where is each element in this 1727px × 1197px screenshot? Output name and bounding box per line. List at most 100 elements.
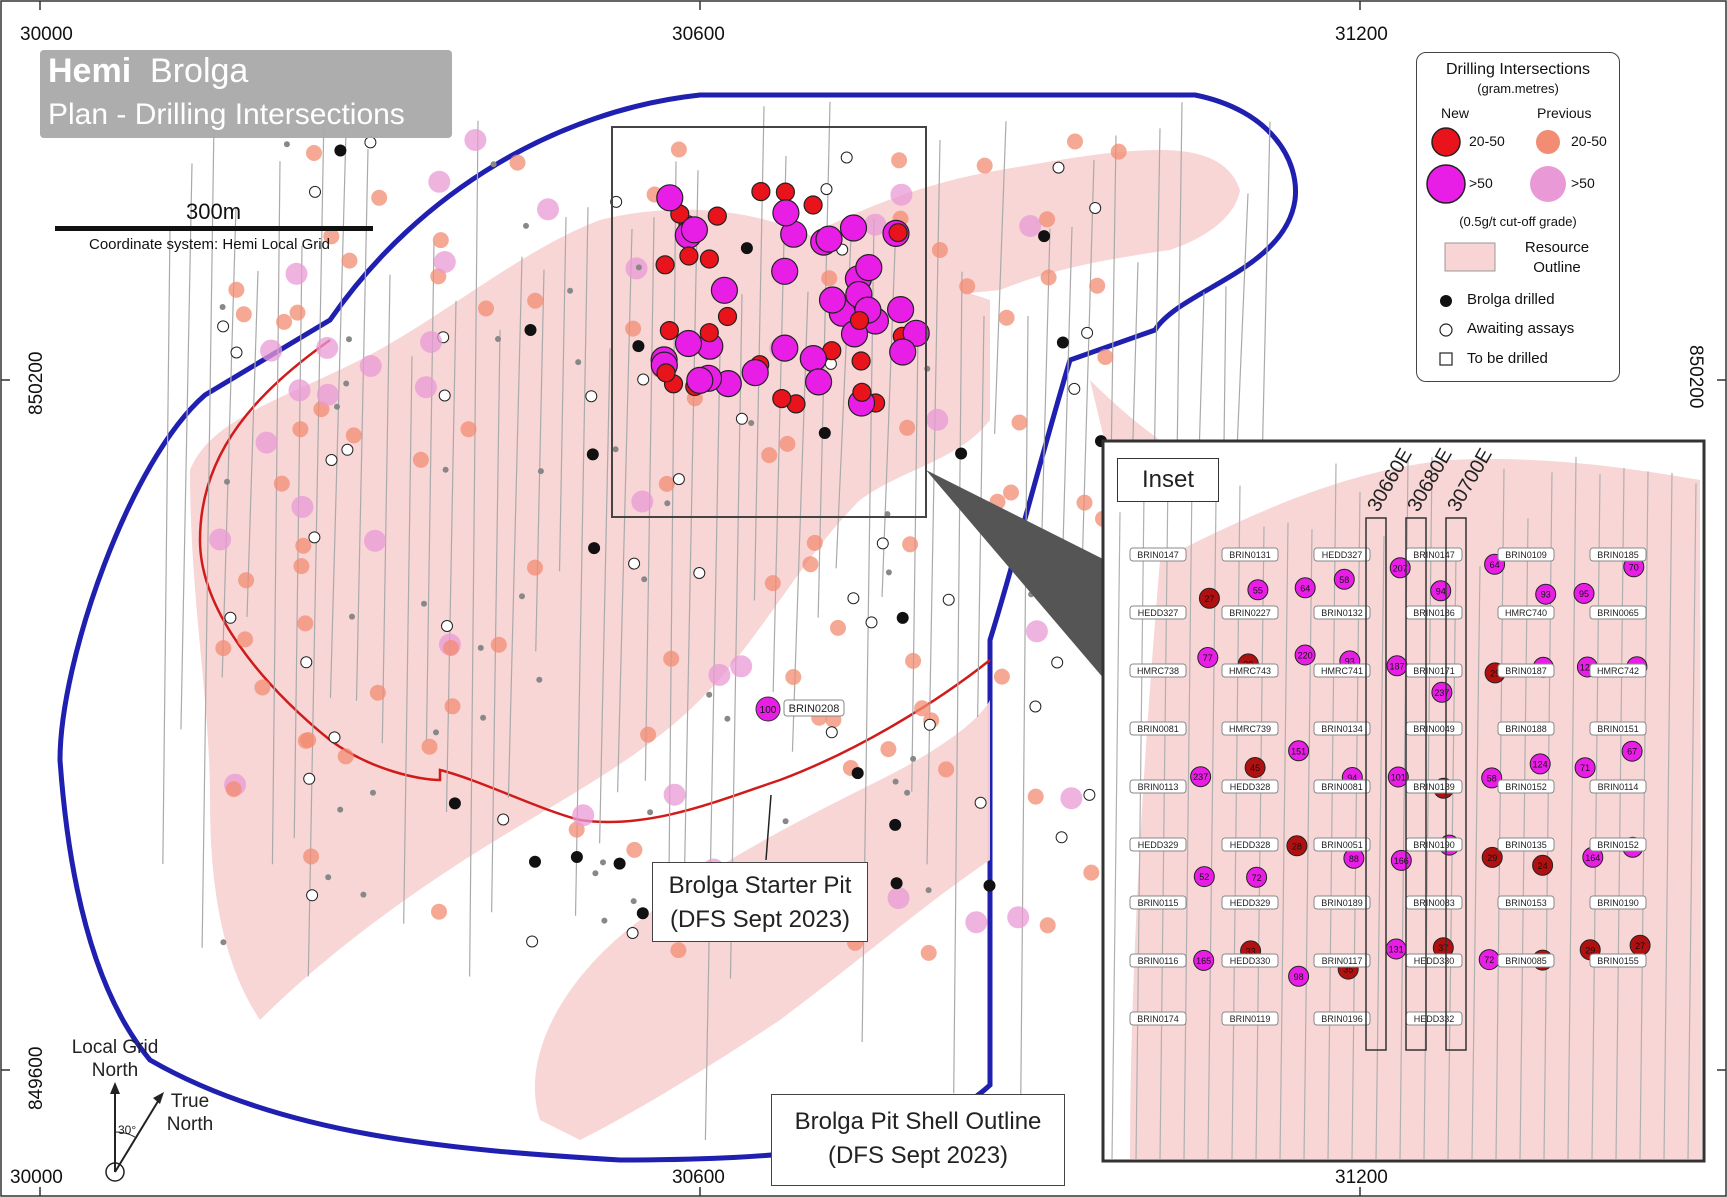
new-intersection-point <box>775 182 796 202</box>
new-intersection-point <box>710 276 739 304</box>
intersection-point <box>337 806 344 813</box>
intersection-point <box>537 468 544 475</box>
intersection-point <box>527 292 544 309</box>
intersection-point <box>586 448 599 461</box>
intersection-point <box>884 511 891 518</box>
legend-prev-low-symbol <box>1536 130 1560 154</box>
inset-intersection-value: 165 <box>1196 956 1211 966</box>
inset-hole-label-box <box>1497 663 1555 678</box>
inset-intersection-value: 37 <box>1438 943 1448 953</box>
inset-intersection-value: 187 <box>1389 661 1404 671</box>
starter-pit-leader <box>765 794 772 861</box>
intersection-point <box>632 340 645 353</box>
north-arrow-angle: 30° <box>118 1123 136 1137</box>
intersection-point <box>478 300 494 317</box>
inset-hole-label-box <box>1589 779 1647 794</box>
inset-intersection-point <box>1535 583 1557 605</box>
inset-intersection-value: 94 <box>1347 773 1357 783</box>
inset-intersection-value: 72 <box>1252 873 1262 883</box>
intersection-point <box>965 911 988 934</box>
inset-extent-box <box>611 126 927 518</box>
inset-hole-label-box <box>1497 605 1555 620</box>
new-intersection-point <box>849 310 870 331</box>
intersection-point <box>802 556 819 573</box>
new-intersection-point <box>851 351 871 371</box>
intersection-point <box>664 500 671 507</box>
intersection-point <box>761 447 778 464</box>
inset-intersection-point <box>1244 757 1266 778</box>
intersection-point <box>443 640 459 656</box>
inset-drill-trace <box>1471 566 1481 1159</box>
drill-trace <box>355 149 369 701</box>
scale-bar-label: 300m <box>186 199 242 224</box>
inset-intersection-value: 94 <box>1436 586 1446 596</box>
inset-intersection-point <box>1294 577 1316 599</box>
inset-hole-label-box <box>1129 605 1187 620</box>
inset-drill-trace <box>1447 555 1457 1159</box>
intersection-point <box>938 761 955 778</box>
intersection-point <box>1040 269 1057 286</box>
intersection-point <box>625 320 642 337</box>
inset-drill-trace <box>1663 472 1673 1159</box>
inset-intersection-value: 64 <box>1490 560 1500 570</box>
drill-trace <box>425 242 435 741</box>
inset-intersection-value: 28 <box>1292 841 1302 851</box>
inset-intersection-value: 70 <box>1629 562 1639 572</box>
inset-intersection-value: 207 <box>1393 563 1408 573</box>
intersection-point <box>864 213 887 236</box>
intersection-point <box>292 421 309 438</box>
intersection-point <box>224 611 237 624</box>
intersection-point <box>480 714 487 721</box>
intersection-point <box>706 691 713 698</box>
intersection-point <box>782 818 789 825</box>
inset-hole-label: HEDD329 <box>1138 840 1179 850</box>
intersection-point <box>1110 143 1127 160</box>
intersection-point <box>325 454 338 466</box>
inset-hole-label: BRIN0155 <box>1597 956 1639 966</box>
new-intersection-point <box>803 195 823 215</box>
inset-intersection-value: 33 <box>1246 946 1256 956</box>
intersection-point <box>670 942 687 959</box>
inset-hole-label: BRIN0189 <box>1413 782 1455 792</box>
legend-new-high-symbol <box>1426 164 1466 204</box>
intersection-point <box>902 536 919 553</box>
intersection-point <box>537 198 559 221</box>
inset-hole-label-box <box>1497 547 1555 562</box>
intersection-point <box>1029 700 1042 713</box>
intersection-point <box>215 640 232 657</box>
intersection-point <box>588 542 601 555</box>
intersection-point <box>237 631 254 648</box>
intersection-point <box>925 887 932 894</box>
new-intersection-point <box>839 214 868 242</box>
inset-intersection-value: 93 <box>1541 590 1551 600</box>
inset-hole-label-box <box>1313 779 1371 794</box>
intersection-point <box>260 339 283 362</box>
hole-value: 100 <box>760 705 777 716</box>
intersection-point <box>1039 211 1056 228</box>
inset-intersection-point <box>1621 740 1643 762</box>
hole-id: BRIN0208 <box>789 703 840 715</box>
intersection-point <box>891 152 908 169</box>
brolga-starter-pit-outline <box>198 338 991 824</box>
inset-title: Inset <box>1117 458 1219 502</box>
intersection-point <box>735 412 748 425</box>
inset-intersection-point <box>1198 587 1220 609</box>
intersection-point <box>1097 349 1114 365</box>
scale-bar <box>55 226 373 231</box>
inset-hole-label-box <box>1129 1011 1187 1026</box>
drill-trace <box>180 163 193 730</box>
intersection-point <box>1051 656 1064 669</box>
intersection-point <box>923 718 936 731</box>
drill-trace <box>201 120 215 948</box>
inset-intersection-value: 58 <box>1339 575 1349 585</box>
intersection-point <box>905 652 922 669</box>
intersection-point <box>460 421 477 438</box>
drill-trace <box>329 131 347 698</box>
intersection-point <box>1039 917 1056 934</box>
section-strip-30680E <box>1405 517 1427 1051</box>
intersection-point <box>1025 620 1048 643</box>
intersection-point <box>421 600 427 607</box>
intersection-point <box>658 475 675 492</box>
inset-hole-label-box <box>1129 779 1187 794</box>
drill-trace <box>1019 315 1029 1122</box>
